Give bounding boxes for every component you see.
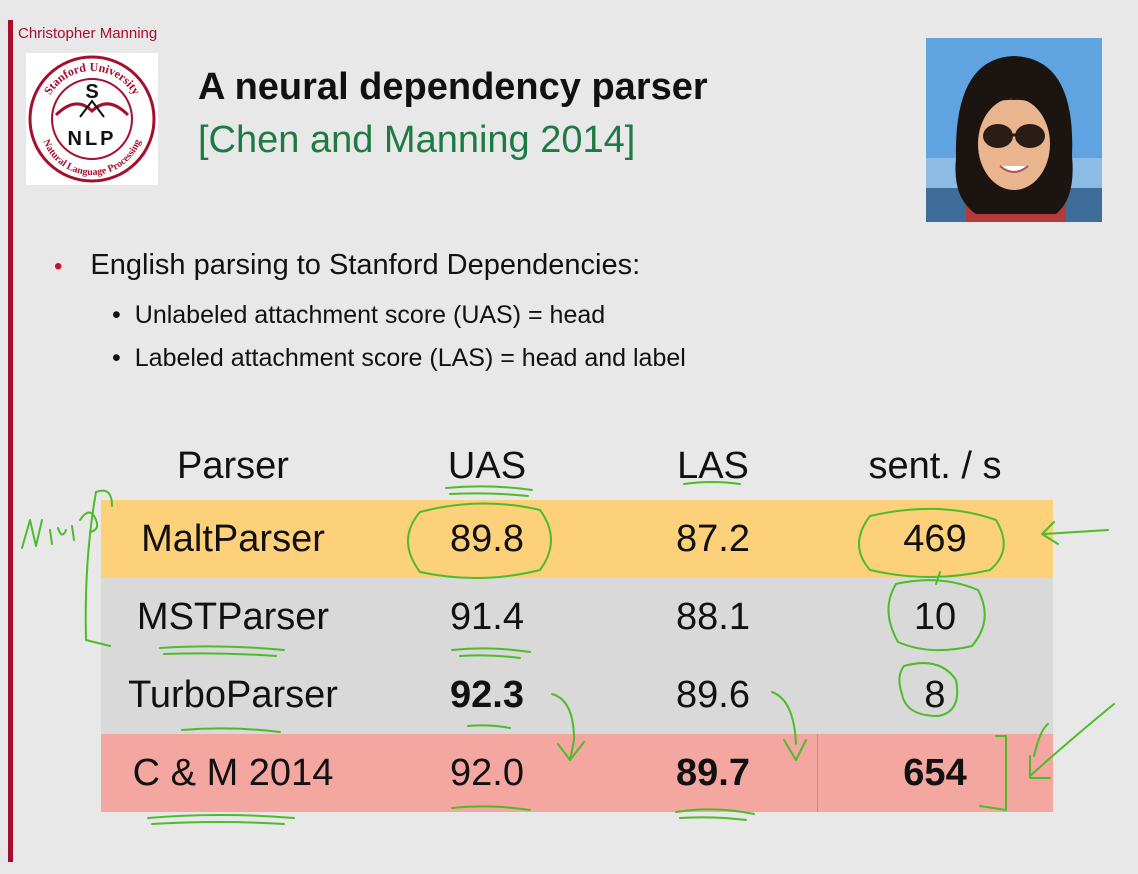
cell-speed: 8 [924,673,946,716]
cell-parser: C & M 2014 [132,751,334,794]
person-photo [926,38,1102,222]
cell-parser: MaltParser [141,517,325,560]
bullet-main-text: English parsing to Stanford Dependencies… [90,249,641,281]
bullet-sub-text: Unlabeled attachment score (UAS) = head [134,301,606,329]
bullet-dot-icon: • [54,253,63,280]
header-speed: sent. / s [868,444,1002,487]
cell-speed: 10 [913,595,957,638]
person-photo-icon [926,38,1102,222]
header-las: LAS [677,444,749,487]
left-accent-bar [8,20,13,862]
bullet-dot-icon: • [112,301,121,329]
cell-las: 87.2 [676,517,750,560]
slide-title: A neural dependency parser [198,66,708,108]
cell-uas-best: 92.3 [450,673,524,716]
table-header-row: Parser UAS LAS sent. / s [101,432,1053,500]
bullet-dot-icon: • [112,344,121,372]
logo-nlp-letters: NLP [68,128,117,150]
cell-parser: MSTParser [136,595,330,638]
cell-speed: 469 [903,517,967,560]
stanford-nlp-logo: Stanford University Natural Language Pro… [26,53,158,185]
column-divider [817,734,818,812]
header-parser: Parser [177,444,289,487]
table-row: TurboParser 92.3 89.6 8 [101,656,1053,734]
bullet-sub-las: • Labeled attachment score (LAS) = head a… [112,344,686,373]
results-table: Parser UAS LAS sent. / s MaltParser 89.8… [101,432,1053,812]
stanford-nlp-logo-mark: Stanford University Natural Language Pro… [28,55,156,183]
ink-underline-cm [147,814,295,825]
cell-las-best: 89.7 [676,751,750,794]
cell-las: 88.1 [676,595,750,638]
table-row: MSTParser 91.4 88.1 10 [101,578,1053,656]
cell-las: 89.6 [676,673,750,716]
cell-uas: 91.4 [450,595,524,638]
bullet-sub-text: Labeled attachment score (LAS) = head an… [134,344,686,372]
slide-subtitle: [Chen and Manning 2014] [198,119,636,161]
cell-parser: TurboParser [128,673,338,716]
bullet-sub-uas: • Unlabeled attachment score (UAS) = head [112,301,605,330]
cell-uas: 89.8 [450,517,524,560]
ink-scribble-label [21,489,113,549]
header-uas: UAS [447,444,527,487]
table-row: C & M 2014 92.0 89.7 654 [101,734,1053,812]
author-label: Christopher Manning [18,25,158,42]
bullet-main: • English parsing to Stanford Dependencie… [54,249,640,282]
table-row: MaltParser 89.8 87.2 469 [101,500,1053,578]
cell-speed-best: 654 [903,751,967,794]
cell-uas: 92.0 [450,751,524,794]
logo-s-letter: S [85,81,98,103]
